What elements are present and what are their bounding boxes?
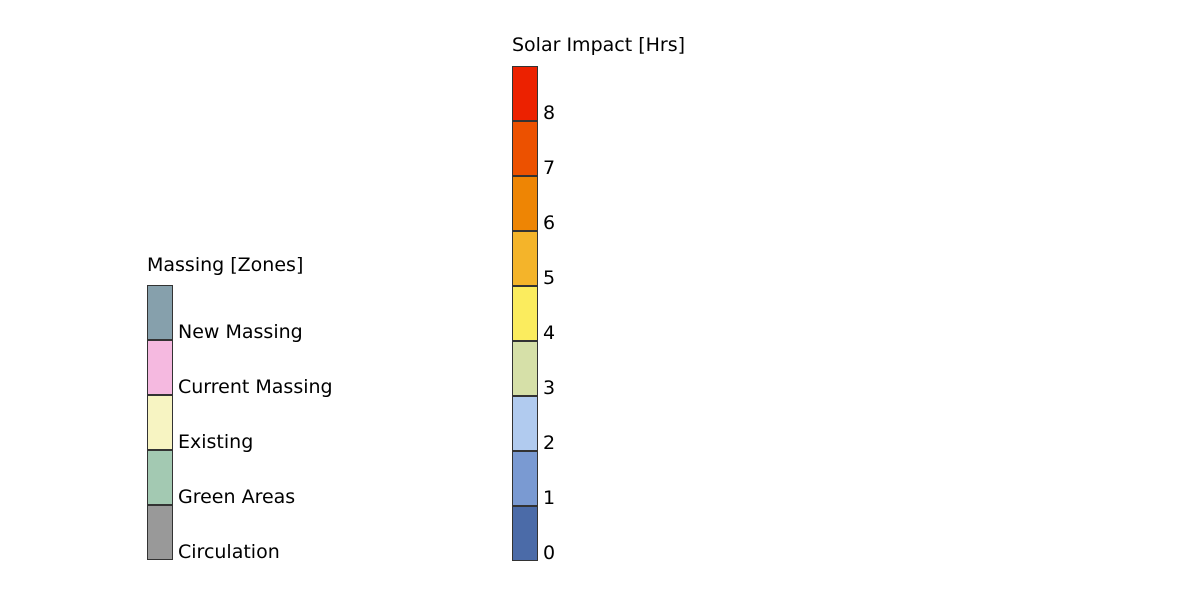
massing-swatch-existing: [147, 395, 173, 450]
massing-label-new-massing: New Massing: [178, 321, 303, 343]
massing-swatch-current-massing: [147, 340, 173, 395]
massing-label-circulation: Circulation: [178, 541, 280, 563]
solar-label-0: 0: [543, 542, 556, 564]
solar-legend-title: Solar Impact [Hrs]: [512, 34, 686, 56]
solar-swatch-6: [512, 176, 538, 231]
solar-label-7: 7: [543, 157, 556, 179]
solar-label-2: 2: [543, 432, 556, 454]
solar-label-5: 5: [543, 267, 556, 289]
solar-swatch-2: [512, 396, 538, 451]
solar-label-6: 6: [543, 212, 556, 234]
massing-label-current-massing: Current Massing: [178, 376, 333, 398]
massing-label-green-areas: Green Areas: [178, 486, 296, 508]
solar-label-3: 3: [543, 377, 556, 399]
solar-swatch-4: [512, 286, 538, 341]
solar-swatch-5: [512, 231, 538, 286]
massing-legend-title: Massing [Zones]: [147, 254, 304, 276]
solar-impact-legend: Solar Impact [Hrs] 8 7 6 5 4 3 2 1 0: [512, 34, 712, 564]
massing-legend: Massing [Zones] New Massing Current Mass…: [147, 254, 367, 564]
solar-swatch-8: [512, 66, 538, 121]
massing-label-existing: Existing: [178, 431, 254, 453]
massing-swatch-new-massing: [147, 285, 173, 340]
solar-swatch-0: [512, 506, 538, 561]
solar-swatch-3: [512, 341, 538, 396]
solar-label-8: 8: [543, 102, 556, 124]
solar-swatch-7: [512, 121, 538, 176]
solar-swatch-1: [512, 451, 538, 506]
solar-label-4: 4: [543, 322, 556, 344]
solar-label-1: 1: [543, 487, 556, 509]
massing-swatch-circulation: [147, 505, 173, 560]
massing-swatch-green-areas: [147, 450, 173, 505]
